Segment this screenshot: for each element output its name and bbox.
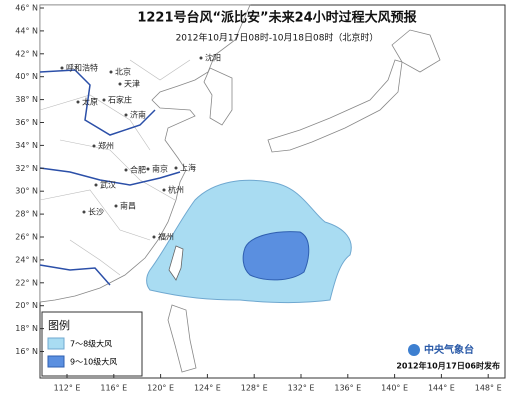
city-dot [76,100,80,104]
lat-label: 44° N [15,26,38,35]
lat-label: 26° N [15,233,38,242]
lon-label: 116° E [100,384,127,393]
title: 1221号台风“派比安”未来24小时过程大风预报 [137,10,417,26]
legend-swatch [47,337,65,350]
lon-label: 132° E [288,384,315,393]
lon-label: 136° E [334,384,361,393]
city-dot [82,210,86,214]
lat-label: 24° N [15,255,38,264]
lat-label: 28° N [15,210,38,219]
city-dot [162,188,166,192]
city-dot [102,98,106,102]
city-label: 天津 [124,79,140,89]
lat-label: 20° N [15,301,38,310]
legend-label: 9～10级大风 [70,357,117,367]
city-label: 杭州 [168,185,184,195]
lon-label: 140° E [381,384,408,393]
city-label: 上海 [180,163,196,173]
taiwan-overlay [168,245,184,281]
city-label: 石家庄 [108,95,132,105]
lat-label: 16° N [15,347,38,356]
lat-label: 22° N [15,278,38,287]
city-dot [124,168,128,172]
japan [267,59,403,153]
city-dot [124,113,128,117]
lon-label: 124° E [194,384,221,393]
hokkaido [391,29,441,73]
city-label: 济南 [130,110,146,120]
city-label: 南昌 [120,201,136,211]
city-label: 沈阳 [205,53,221,63]
city-label: 福州 [158,233,174,242]
city-label: 郑州 [98,141,114,151]
legend-title: 图例 [48,318,70,332]
lat-label: 40° N [15,72,38,81]
city-dot [152,235,156,239]
city-label: 合肥 [130,165,146,175]
gale-area-9-10 [242,231,310,281]
lat-label: 34° N [15,141,38,150]
luzon [167,304,197,373]
city-dot [114,204,118,208]
city-dot [199,56,203,60]
legend-label: 7～8级大风 [70,339,112,349]
korea [203,67,233,126]
city-label: 南京 [152,164,168,174]
lat-label: 36° N [15,118,38,127]
city-label: 武汉 [100,180,116,190]
logo-icon [408,344,420,356]
lon-label: 148° E [475,384,502,393]
city-dot [118,82,122,86]
lon-label: 120° E [147,384,174,393]
legend: 图例 7～8级大风 9～10级大风 [41,311,143,377]
lat-label: 32° N [15,164,38,173]
subtitle: 2012年10月17日08时-10月18日08时（北京时） [176,32,379,44]
province-lines [39,59,191,276]
lon-label: 112° E [54,384,81,393]
city-label: 北京 [115,67,131,77]
lat-label: 38° N [15,95,38,104]
rivers [39,69,181,286]
city-label: 长沙 [88,207,104,217]
city-label: 太原 [82,97,98,107]
lat-label: 18° N [15,324,38,333]
city-dot [94,183,98,187]
legend-swatch [47,355,65,368]
lat-label: 42° N [15,49,38,58]
lon-label: 144° E [428,384,455,393]
lat-label: 30° N [15,187,38,196]
footer-date: 2012年10月17日06时发布 [396,361,500,371]
city-dot [174,166,178,170]
city-dot [109,70,113,74]
city-dot [146,167,150,171]
city-label: 呼和浩特 [66,63,98,73]
logo: 中央气象台 [424,343,474,356]
lon-label: 128° E [241,384,268,393]
city-dot [92,144,96,148]
city-dot [60,66,64,70]
lat-label: 46° N [15,4,38,13]
